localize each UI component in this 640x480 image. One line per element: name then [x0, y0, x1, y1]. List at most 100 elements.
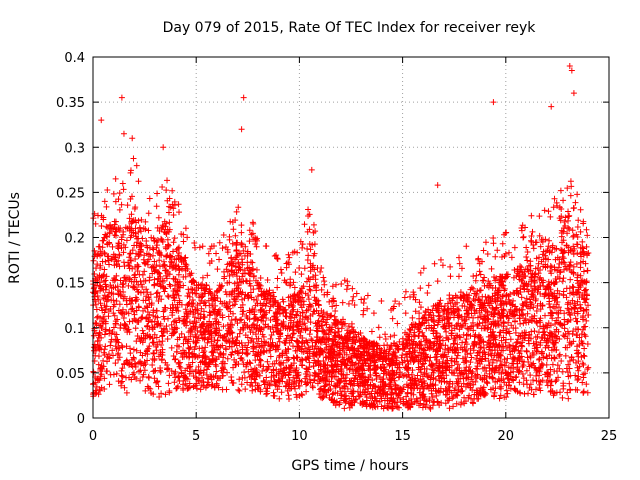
data-point — [163, 187, 170, 194]
data-point — [560, 197, 567, 204]
data-point — [232, 232, 239, 239]
data-point — [559, 278, 566, 285]
data-point — [560, 385, 567, 392]
data-point — [101, 198, 108, 205]
data-point — [559, 394, 566, 401]
data-point — [166, 388, 173, 395]
data-point — [134, 288, 141, 295]
data-point — [257, 285, 264, 292]
data-point — [402, 310, 409, 317]
data-point — [131, 369, 138, 376]
data-point — [574, 350, 581, 357]
data-point — [565, 217, 572, 224]
data-point — [542, 252, 549, 259]
data-point — [227, 351, 234, 358]
data-point — [551, 354, 558, 361]
data-point — [105, 313, 112, 320]
data-point — [150, 350, 157, 357]
data-point — [180, 282, 187, 289]
data-point — [209, 301, 216, 308]
data-point — [417, 285, 424, 292]
data-point — [172, 356, 179, 363]
data-point — [270, 392, 277, 399]
data-point — [165, 242, 172, 249]
data-point — [320, 394, 327, 401]
data-point — [151, 375, 158, 382]
data-point — [202, 299, 209, 306]
data-point — [247, 289, 254, 296]
data-point — [133, 375, 140, 382]
data-point — [554, 362, 561, 369]
data-point — [98, 223, 105, 230]
data-point — [198, 297, 205, 304]
data-point — [484, 379, 491, 386]
data-point — [577, 272, 584, 279]
data-point — [508, 254, 515, 261]
data-point — [416, 299, 423, 306]
data-point — [253, 266, 260, 273]
data-point — [396, 338, 403, 345]
data-point — [110, 190, 117, 197]
data-point — [102, 343, 109, 350]
data-point — [431, 260, 438, 267]
data-point — [504, 355, 511, 362]
data-point — [564, 230, 571, 237]
data-point — [120, 186, 127, 193]
data-point — [187, 333, 194, 340]
data-point — [565, 208, 572, 215]
data-point — [437, 333, 444, 340]
data-point — [92, 220, 99, 227]
data-point — [105, 293, 112, 300]
data-point — [204, 272, 211, 279]
data-point — [119, 344, 126, 351]
data-point — [262, 385, 269, 392]
data-point — [116, 251, 123, 258]
data-point — [130, 155, 137, 162]
data-point — [250, 286, 257, 293]
data-point — [361, 295, 368, 302]
data-point — [113, 297, 120, 304]
data-point — [149, 252, 156, 259]
data-point — [260, 377, 267, 384]
data-point — [476, 339, 483, 346]
data-point — [285, 251, 292, 258]
data-point — [537, 266, 544, 273]
data-point — [498, 370, 505, 377]
data-point — [305, 212, 312, 219]
data-point — [520, 234, 527, 241]
data-point — [304, 256, 311, 263]
data-point — [120, 249, 127, 256]
data-point — [580, 268, 587, 275]
data-point — [185, 301, 192, 308]
data-point — [292, 269, 299, 276]
data-point — [241, 369, 248, 376]
data-point — [310, 221, 317, 228]
data-point — [398, 354, 405, 361]
data-point — [274, 275, 281, 282]
data-point — [476, 340, 483, 347]
data-point — [187, 272, 194, 279]
data-point — [116, 301, 123, 308]
data-point — [420, 265, 427, 272]
data-point — [515, 369, 522, 376]
data-point — [316, 390, 323, 397]
data-point — [561, 259, 568, 266]
data-point — [484, 251, 491, 258]
data-point — [537, 274, 544, 281]
data-point — [138, 228, 145, 235]
data-point — [573, 318, 580, 325]
data-point — [135, 178, 142, 185]
data-point — [257, 274, 264, 281]
data-point — [156, 257, 163, 264]
data-point — [235, 350, 242, 357]
data-point — [427, 405, 434, 412]
data-point — [216, 256, 223, 263]
data-point — [199, 243, 206, 250]
data-point — [552, 320, 559, 327]
data-point — [164, 292, 171, 299]
data-point — [151, 267, 158, 274]
data-point — [498, 347, 505, 354]
data-point — [353, 290, 360, 297]
data-point — [124, 202, 131, 209]
data-point — [492, 253, 499, 260]
